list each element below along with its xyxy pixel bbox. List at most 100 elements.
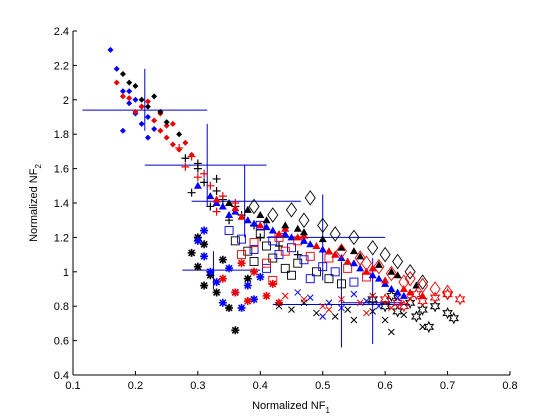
y-tick-label: 1.8 xyxy=(54,129,69,141)
square-point xyxy=(255,229,265,239)
x-axis-label-subscript: 1 xyxy=(325,406,330,415)
cross-point xyxy=(388,304,395,312)
x-tick-label: 0.3 xyxy=(190,380,205,392)
cross-point xyxy=(369,292,377,300)
triangle-point xyxy=(318,235,327,243)
cross-point xyxy=(313,309,320,317)
series-plus-red xyxy=(175,143,240,216)
triangle-point xyxy=(218,202,227,210)
cross-point xyxy=(275,302,283,310)
diamond-filled-point xyxy=(132,83,139,90)
hexagram-point xyxy=(454,293,466,306)
square-point xyxy=(349,277,359,287)
diamond-open-point xyxy=(248,198,260,215)
star-point xyxy=(212,288,221,297)
cross-point xyxy=(288,306,295,313)
star-point xyxy=(193,262,202,271)
triangle-point xyxy=(275,229,284,237)
diamond-filled-point xyxy=(151,117,158,124)
cross-point xyxy=(394,294,401,301)
triangle-point xyxy=(281,221,290,229)
triangle-point xyxy=(356,264,365,272)
diamond-open-point xyxy=(417,277,429,294)
hexagram-point xyxy=(386,289,397,303)
x-tick-label: 0.2 xyxy=(128,380,143,392)
square-point xyxy=(287,270,296,280)
star-point xyxy=(218,255,227,264)
diamond-open-point xyxy=(398,274,410,290)
hexagram-point xyxy=(379,293,391,306)
plus-point xyxy=(200,169,209,178)
triangle-point xyxy=(387,267,396,275)
cross-point xyxy=(381,316,389,324)
diamond-open-point xyxy=(335,243,347,259)
square-point xyxy=(268,253,278,263)
error-bar xyxy=(191,165,301,238)
plus-point xyxy=(256,233,265,242)
diamond-filled-point xyxy=(157,127,164,134)
cross-point xyxy=(369,308,377,315)
triangle-point xyxy=(243,216,252,224)
triangle-point xyxy=(299,236,308,244)
y-axis-label-subscript: 2 xyxy=(34,164,43,169)
square-point xyxy=(268,236,278,246)
star-point xyxy=(200,226,209,235)
diamond-filled-point xyxy=(126,79,133,86)
diamond-open-point xyxy=(367,239,379,256)
square-point xyxy=(268,275,278,285)
plus-point xyxy=(175,143,184,152)
triangle-point xyxy=(193,181,202,189)
square-point xyxy=(299,255,309,265)
x-tick-label: 0.6 xyxy=(377,380,392,392)
series-star-red xyxy=(218,259,284,307)
diamond-filled-point xyxy=(138,96,145,103)
x-tick-label: 0.8 xyxy=(502,380,517,392)
x-axis-label: Normalized NF1 xyxy=(252,400,330,415)
square-point xyxy=(237,234,247,244)
star-point xyxy=(200,240,209,249)
plus-point xyxy=(218,192,227,201)
diamond-filled-point xyxy=(144,134,151,141)
series-diamond-filled-red xyxy=(113,79,195,158)
triangle-point xyxy=(399,291,408,299)
hexagram-point xyxy=(417,294,428,308)
square-point xyxy=(293,258,303,268)
diamond-filled-point xyxy=(144,114,151,120)
x-tick-label: 0.7 xyxy=(440,380,455,392)
hexagram-point xyxy=(410,310,422,323)
triangle-point xyxy=(368,271,377,279)
series-square-blue xyxy=(224,220,359,287)
plus-point xyxy=(187,188,196,197)
star-point xyxy=(243,297,252,306)
diamond-filled-point xyxy=(113,65,120,72)
star-point xyxy=(243,281,252,290)
square-point xyxy=(305,251,315,261)
star-point xyxy=(206,267,215,276)
square-point xyxy=(330,267,340,277)
diamond-open-point xyxy=(404,270,416,287)
diamond-filled-point xyxy=(138,103,145,110)
triangle-point xyxy=(231,204,240,212)
star-point xyxy=(262,291,271,300)
diamond-open-point xyxy=(317,217,329,234)
star-point xyxy=(225,264,234,273)
diamond-filled-point xyxy=(151,126,158,133)
diamond-filled-point xyxy=(169,141,176,148)
series-diamond-filled-black xyxy=(119,71,183,138)
diamond-filled-point xyxy=(119,93,126,100)
diamond-filled-point xyxy=(126,95,133,102)
star-point xyxy=(200,281,209,290)
diamond-filled-point xyxy=(126,100,133,107)
y-tick-label: 0.6 xyxy=(54,336,69,348)
hexagram-point xyxy=(442,306,453,320)
star-point xyxy=(250,267,259,276)
triangle-point xyxy=(299,228,308,236)
triangle-point xyxy=(324,247,333,255)
x-axis-ticks: 0.1 0.2 0.3 0.4 0.5 0.6 0.7 0.8 xyxy=(65,371,518,392)
square-point xyxy=(312,267,321,277)
hexagram-point xyxy=(392,296,404,309)
triangle-point xyxy=(381,276,390,284)
x-tick-label: 0.4 xyxy=(253,380,268,392)
triangle-point xyxy=(349,247,358,255)
